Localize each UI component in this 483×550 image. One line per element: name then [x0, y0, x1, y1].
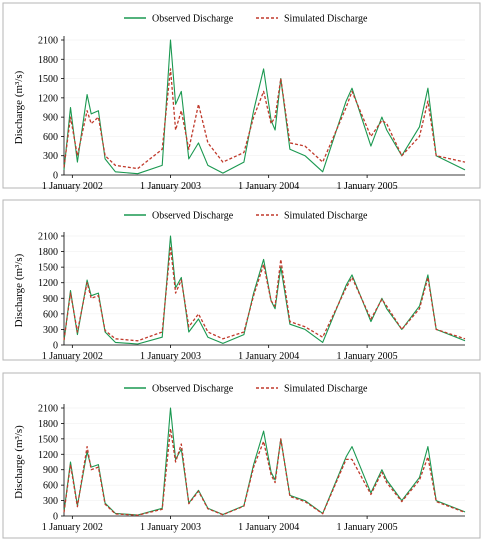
y-tick-label: 600: [43, 309, 58, 320]
panel-frame: [2, 2, 481, 189]
x-tick-label: 1 January 2004: [238, 522, 299, 533]
legend-label: Simulated Discharge: [284, 384, 368, 395]
y-tick-label: 900: [43, 113, 58, 124]
y-tick-label: 1800: [38, 247, 58, 258]
y-tick-label: 300: [43, 151, 58, 162]
y-tick-label: 1200: [38, 278, 58, 289]
y-tick-label: 1500: [38, 263, 58, 274]
y-axis-title: Discharge (m³/s): [13, 425, 25, 499]
x-tick-label: 1 January 2004: [238, 351, 299, 362]
simulated-discharge-line: [63, 245, 466, 342]
y-tick-label: 300: [43, 325, 58, 336]
y-tick-label: 900: [43, 465, 58, 476]
legend-label: Observed Discharge: [152, 384, 234, 395]
y-tick-label: 1500: [38, 434, 58, 445]
y-tick-label: 1500: [38, 74, 58, 85]
x-tick-label: 1 January 2005: [337, 522, 398, 533]
y-tick-label: 1800: [38, 55, 58, 66]
y-tick-label: 0: [53, 512, 58, 523]
x-tick-label: 1 January 2004: [238, 181, 299, 192]
legend-label: Observed Discharge: [152, 14, 234, 25]
legend-label: Observed Discharge: [152, 211, 234, 222]
x-tick-label: 1 January 2005: [337, 351, 398, 362]
y-axis-title: Discharge (m³/s): [13, 70, 25, 144]
y-tick-label: 2100: [38, 404, 58, 415]
legend-label: Simulated Discharge: [284, 14, 368, 25]
y-tick-label: 300: [43, 496, 58, 507]
chart-panel-1: 0 300 600 900 1200 1500 1800 2100 1 January 2002…: [2, 2, 481, 192]
chart-panel-3: 0 300 600 900 1200 1500 1800 2100 1 January 2002…: [2, 372, 481, 539]
y-tick-label: 0: [53, 341, 58, 352]
x-tick-label: 1 January 2003: [140, 181, 201, 192]
x-tick-label: 1 January 2002: [42, 522, 103, 533]
y-tick-label: 900: [43, 294, 58, 305]
x-tick-label: 1 January 2005: [337, 181, 398, 192]
y-tick-label: 600: [43, 132, 58, 143]
x-tick-label: 1 January 2003: [140, 522, 201, 533]
legend-label: Simulated Discharge: [284, 211, 368, 222]
x-tick-label: 1 January 2003: [140, 351, 201, 362]
y-tick-label: 0: [53, 171, 58, 182]
x-tick-label: 1 January 2002: [42, 351, 103, 362]
simulated-discharge-line: [63, 68, 466, 170]
y-tick-label: 1200: [38, 93, 58, 104]
y-tick-label: 1800: [38, 419, 58, 430]
chart-panel-2: 0 300 600 900 1200 1500 1800 2100 1 January 2002…: [2, 199, 481, 362]
panel-frame: [2, 372, 481, 539]
x-tick-label: 1 January 2002: [42, 181, 103, 192]
y-axis-title: Discharge (m³/s): [13, 253, 25, 327]
y-tick-label: 2100: [38, 232, 58, 243]
y-tick-label: 2100: [38, 36, 58, 47]
y-tick-label: 600: [43, 481, 58, 492]
y-tick-label: 1200: [38, 450, 58, 461]
simulated-discharge-line: [63, 427, 466, 516]
